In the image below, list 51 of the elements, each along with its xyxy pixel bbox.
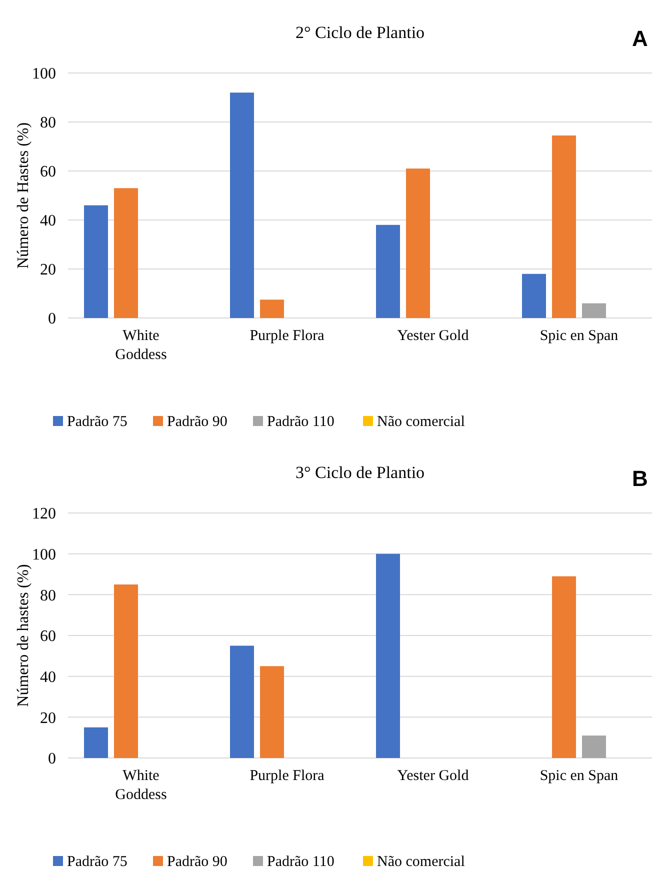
text: B: [632, 466, 648, 491]
x-tick-label: White Goddess: [115, 768, 167, 803]
legend-label: Padrão 110: [267, 414, 334, 430]
x-tick-label: Spic en Span: [540, 768, 619, 784]
x-tick-label: Yester Gold: [397, 328, 470, 344]
y-tick-label: 100: [32, 66, 56, 83]
legend-label: Padrão 75: [67, 414, 128, 430]
x-tick-label: Purple Flora: [250, 768, 325, 784]
bar: [114, 188, 138, 318]
y-tick-label: 60: [40, 164, 56, 181]
y-tick-label: 0: [48, 310, 56, 328]
bar: [260, 300, 284, 318]
y-tick-label: 0: [48, 750, 56, 768]
y-tick-label: 100: [32, 546, 56, 564]
y-tick-label: 40: [40, 668, 56, 686]
y-tick-label: 80: [40, 114, 56, 132]
text: A: [632, 26, 648, 51]
legend-label: Padrão 90: [167, 414, 228, 430]
bar: [582, 736, 606, 758]
legend-label: Não comercial: [377, 414, 465, 430]
chart-title: 3° Ciclo de Plantio: [295, 463, 425, 482]
bar: [260, 666, 284, 758]
bar: [84, 727, 108, 758]
bar: [522, 274, 546, 318]
bar: [552, 576, 576, 758]
bar: [230, 646, 254, 758]
bar: [376, 224, 400, 318]
y-tick-label: 20: [40, 262, 56, 279]
y-tick-label: 20: [40, 710, 56, 727]
y-tick-label: 60: [40, 628, 56, 646]
bar: [582, 303, 606, 318]
bar: [114, 584, 138, 758]
legend-label: Padrão 110: [267, 854, 334, 870]
y-axis-title: Número de Hastes (%): [15, 122, 32, 269]
legend-label: Padrão 90: [167, 854, 228, 870]
y-tick-label: 120: [32, 506, 56, 523]
bar: [84, 205, 108, 318]
x-tick-label: Spic en Span: [540, 328, 619, 344]
y-axis-title: Número de hastes (%): [15, 564, 32, 707]
bar: [406, 168, 430, 318]
x-tick-label: Purple Flora: [250, 328, 325, 344]
y-tick-label: 80: [40, 587, 56, 604]
y-tick-label: 40: [40, 212, 56, 230]
legend-label: Padrão 75: [67, 854, 128, 870]
bar: [376, 554, 400, 758]
chart-title: 2° Ciclo de Plantio: [295, 23, 425, 42]
legend-label: Não comercial: [377, 854, 465, 870]
bar: [552, 135, 576, 318]
bar: [230, 92, 254, 318]
x-tick-label: White Goddess: [115, 328, 167, 363]
x-tick-label: Yester Gold: [397, 768, 470, 784]
